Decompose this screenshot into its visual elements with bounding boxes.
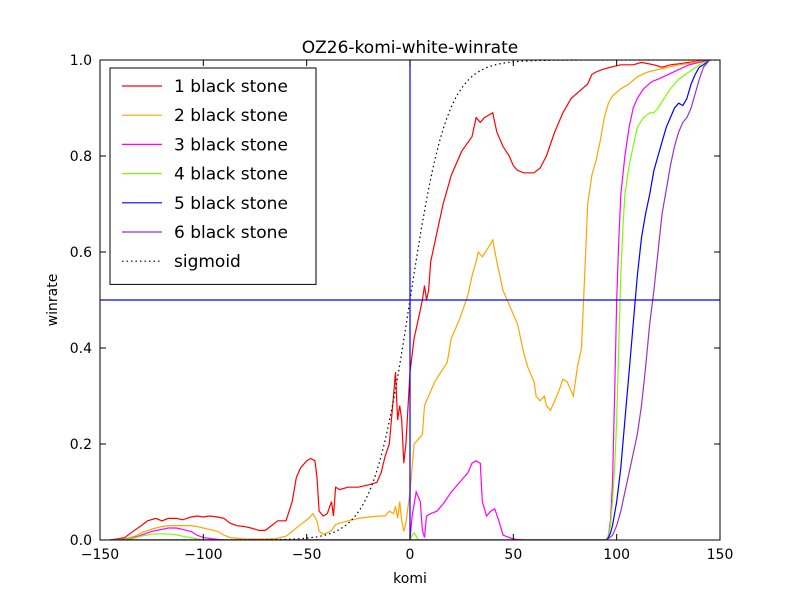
series-line-4 (110, 60, 710, 540)
x-tick-label: −150 (81, 547, 119, 563)
x-tick-label: 100 (603, 547, 630, 563)
x-tick-label: −100 (184, 547, 222, 563)
legend-box (109, 67, 317, 285)
series-line-5 (110, 60, 711, 540)
legend-label: sigmoid (174, 252, 241, 272)
series-line-3 (110, 60, 710, 540)
x-tick-label: 0 (406, 547, 415, 563)
y-tick-label: 0.4 (70, 341, 92, 357)
legend-label: 5 black stone (174, 194, 288, 214)
legend-label: 3 black stone (174, 135, 288, 155)
x-tick-label: 50 (504, 547, 522, 563)
y-tick-label: 0.0 (70, 533, 92, 549)
series-line-6 (110, 60, 711, 540)
reference-lines (100, 60, 720, 540)
legend-label: 6 black stone (174, 223, 288, 243)
axis-ticks: −150 −100 −50 0 50 100 150 0.0 0.2 0.4 0.6 0.8 1.0 (70, 53, 734, 563)
y-tick-label: 0.2 (70, 437, 92, 453)
series-line-1 (110, 60, 710, 540)
y-tick-label: 1.0 (70, 53, 92, 69)
legend-label: 4 black stone (174, 165, 288, 185)
y-tick-label: 0.6 (70, 245, 92, 261)
chart-title: OZ26-komi-white-winrate (302, 38, 518, 58)
legend-label: 2 black stone (174, 106, 288, 126)
x-tick-label: −50 (292, 547, 322, 563)
legend-label: 1 black stone (174, 77, 288, 97)
x-tick-label: 150 (707, 547, 734, 563)
legend: 1 black stone 2 black stone 3 black stone 4… (109, 67, 317, 285)
y-tick-label: 0.8 (70, 149, 92, 165)
y-axis-label: winrate (45, 274, 61, 327)
x-axis-label: komi (393, 571, 427, 587)
series-line-2 (110, 60, 710, 540)
